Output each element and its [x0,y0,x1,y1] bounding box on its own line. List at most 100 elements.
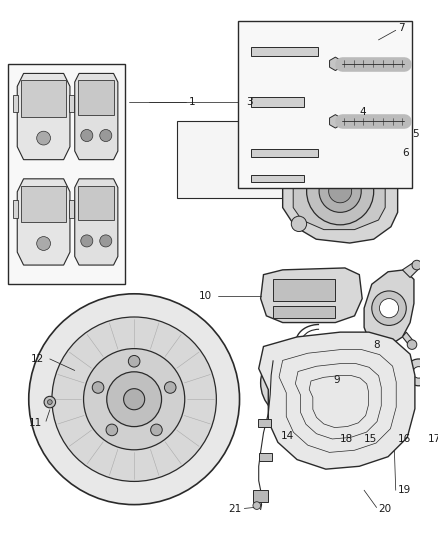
Circle shape [331,346,388,404]
Circle shape [52,317,216,481]
Text: 3: 3 [246,97,253,107]
Bar [258,419,271,427]
Text: 15: 15 [364,434,378,445]
Polygon shape [293,153,385,230]
Circle shape [106,424,118,435]
Circle shape [81,130,93,142]
Polygon shape [238,21,412,188]
Bar [69,200,74,217]
Circle shape [44,397,56,408]
Circle shape [372,291,406,326]
Polygon shape [259,332,415,469]
Bar [21,80,66,117]
Circle shape [151,424,162,435]
Text: 9: 9 [333,375,340,385]
Circle shape [274,360,320,406]
Text: 14: 14 [281,431,294,441]
Text: 17: 17 [427,434,438,445]
Circle shape [342,358,377,392]
Circle shape [307,158,374,225]
Bar [69,95,74,112]
Polygon shape [75,179,118,265]
Circle shape [336,359,345,368]
Circle shape [275,395,284,405]
Circle shape [319,170,361,212]
Circle shape [310,360,319,370]
Bar [253,490,268,502]
Circle shape [379,298,399,318]
Text: 10: 10 [199,290,212,301]
Polygon shape [336,342,362,349]
Ellipse shape [189,136,223,183]
Polygon shape [283,138,398,243]
Circle shape [261,346,333,419]
Text: 19: 19 [398,485,411,495]
Circle shape [387,365,408,386]
Text: 4: 4 [359,107,366,117]
Text: 6: 6 [403,148,409,158]
Bar [273,306,336,318]
Circle shape [253,502,261,510]
Polygon shape [251,46,318,56]
Circle shape [353,132,360,140]
Bar [273,279,336,301]
Circle shape [81,235,93,247]
Circle shape [107,372,162,426]
Polygon shape [251,149,318,157]
Circle shape [275,360,284,370]
Circle shape [128,356,140,367]
Polygon shape [329,115,341,128]
Polygon shape [75,74,118,160]
Ellipse shape [283,142,308,177]
Circle shape [100,235,112,247]
Polygon shape [251,98,304,107]
Text: 20: 20 [378,504,392,514]
Ellipse shape [290,342,390,466]
Text: 21: 21 [228,504,241,514]
Bar [78,185,114,220]
Circle shape [37,237,50,251]
Ellipse shape [309,365,371,443]
Polygon shape [364,270,414,346]
Circle shape [100,130,112,142]
Circle shape [412,260,422,270]
Circle shape [407,340,417,350]
Polygon shape [17,179,70,265]
Polygon shape [261,268,362,322]
Polygon shape [17,74,70,160]
Text: 5: 5 [412,129,419,139]
Bar [21,185,66,222]
Bar [8,64,124,284]
Circle shape [328,180,352,203]
Bar [13,95,18,112]
Text: 12: 12 [31,354,44,364]
Circle shape [291,149,307,165]
Circle shape [286,372,308,394]
Circle shape [29,294,240,505]
Text: 1: 1 [189,97,195,107]
Ellipse shape [274,131,316,188]
Circle shape [37,131,50,145]
Ellipse shape [236,136,268,183]
Ellipse shape [313,50,323,53]
Circle shape [383,148,393,158]
Circle shape [124,389,145,410]
Ellipse shape [299,101,308,103]
Polygon shape [329,57,341,70]
Circle shape [47,400,52,405]
Text: 7: 7 [398,23,404,34]
Ellipse shape [196,146,216,174]
Ellipse shape [300,178,307,180]
Text: 18: 18 [340,434,353,445]
Circle shape [378,356,417,394]
Circle shape [291,216,307,231]
Text: 16: 16 [398,434,411,445]
Text: 8: 8 [374,340,380,350]
Circle shape [310,395,319,405]
Text: 11: 11 [29,418,42,428]
Circle shape [164,382,176,393]
Circle shape [84,349,185,450]
Circle shape [413,367,424,378]
Bar [13,200,18,217]
Polygon shape [403,262,420,278]
